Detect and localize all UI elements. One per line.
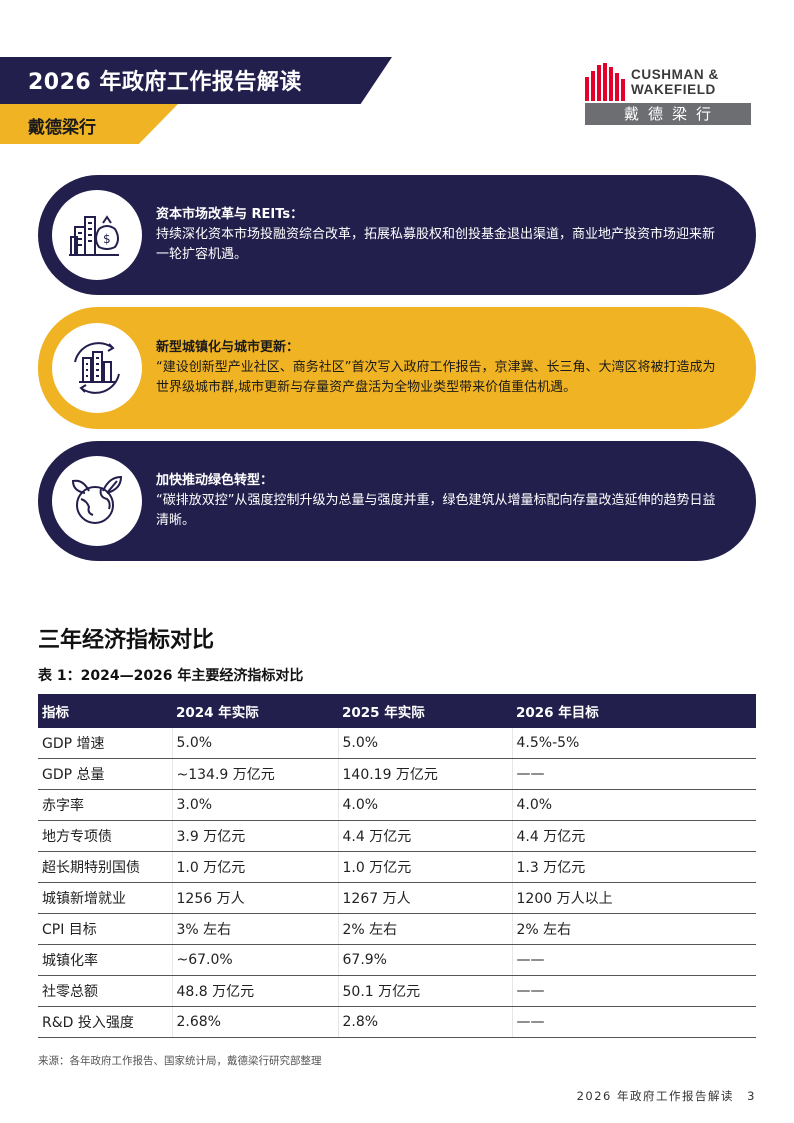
table-cell: 4.4 万亿元 xyxy=(337,820,512,852)
logo-bars-icon xyxy=(585,63,625,101)
table-cell: 4.0% xyxy=(337,789,512,821)
table-cell: 超长期特别国债 xyxy=(38,851,172,883)
card-text: 加快推动绿色转型： “碳排放双控”从强度控制升级为总量与强度并重，绿色建筑从增量… xyxy=(156,471,726,531)
table-row: 地方专项债 3.9 万亿元 4.4 万亿元 4.4 万亿元 xyxy=(38,820,756,852)
card-body: “建设创新型产业社区、商务社区”首次写入政府工作报告，京津冀、长三角、大湾区将被… xyxy=(156,360,716,395)
table-cell: 4.4 万亿元 xyxy=(511,820,756,852)
table-header-row: 指标 2024 年实际 2025 年实际 2026 年目标 xyxy=(38,694,756,728)
table-header-cell: 2025 年实际 xyxy=(338,694,512,728)
svg-text:$: $ xyxy=(103,232,111,246)
page-footer: 2026 年政府工作报告解读 3 xyxy=(577,1088,756,1104)
table-cell: 3.9 万亿元 xyxy=(171,820,338,852)
table-cell: 1.0 万亿元 xyxy=(337,851,512,883)
table-cell: 社零总额 xyxy=(38,975,172,1007)
table-cell: 1.3 万亿元 xyxy=(511,851,756,883)
table-header-cell: 指标 xyxy=(38,694,172,728)
table-cell: —— xyxy=(511,944,756,976)
table-cell: 140.19 万亿元 xyxy=(337,758,512,790)
table-cell: ~134.9 万亿元 xyxy=(171,758,338,790)
card-heading: 加快推动绿色转型： xyxy=(156,473,274,488)
table-cell: —— xyxy=(511,975,756,1007)
table-cell: 4.0% xyxy=(511,789,756,821)
table-row: CPI 目标 3% 左右 2% 左右 2% 左右 xyxy=(38,913,756,945)
table-row: 城镇化率 ~67.0% 67.9% —— xyxy=(38,944,756,976)
table-cell: 48.8 万亿元 xyxy=(171,975,338,1007)
table-cell: CPI 目标 xyxy=(38,913,172,945)
card-text: 新型城镇化与城市更新： “建设创新型产业社区、商务社区”首次写入政府工作报告，京… xyxy=(156,338,726,398)
table-caption: 表 1：2024—2026 年主要经济指标对比 xyxy=(38,668,304,684)
table-cell: GDP 总量 xyxy=(38,758,172,790)
green-globe-icon xyxy=(71,475,123,524)
table-cell: 50.1 万亿元 xyxy=(337,975,512,1007)
card-icon-circle xyxy=(52,323,142,413)
page-number: 3 xyxy=(747,1089,756,1103)
card-heading: 资本市场改革与 REITs： xyxy=(156,207,304,222)
card-green-transition: 加快推动绿色转型： “碳排放双控”从强度控制升级为总量与强度并重，绿色建筑从增量… xyxy=(38,441,756,561)
page-title: 2026 年政府工作报告解读 xyxy=(28,70,302,95)
card-body: 持续深化资本市场投融资综合改革，拓展私募股权和创投基金退出渠道，商业地产投资市场… xyxy=(156,227,716,262)
table-cell: 赤字率 xyxy=(38,789,172,821)
table-cell: 5.0% xyxy=(337,728,512,759)
table-cell: 4.5%-5% xyxy=(511,728,756,759)
economic-indicators-table: 指标 2024 年实际 2025 年实际 2026 年目标 GDP 增速 5.0%… xyxy=(38,694,756,1038)
header-banner xyxy=(0,57,392,104)
table-cell: 城镇新增就业 xyxy=(38,882,172,914)
table-cell: 3.0% xyxy=(171,789,338,821)
table-cell: 2% 左右 xyxy=(337,913,512,945)
table-cell: 5.0% xyxy=(171,728,338,759)
city-money-icon: $ xyxy=(69,215,119,256)
card-heading: 新型城镇化与城市更新： xyxy=(156,340,300,355)
table-cell: 1200 万人以上 xyxy=(511,882,756,914)
table-cell: —— xyxy=(511,1006,756,1038)
table-cell: 城镇化率 xyxy=(38,944,172,976)
table-cell: 2.8% xyxy=(337,1006,512,1038)
card-icon-circle: $ xyxy=(52,190,142,280)
source-note: 来源：各年政府工作报告、国家统计局，戴德梁行研究部整理 xyxy=(38,1055,322,1067)
table-cell: —— xyxy=(511,758,756,790)
table-cell: 1.0 万亿元 xyxy=(171,851,338,883)
table-row: 超长期特别国债 1.0 万亿元 1.0 万亿元 1.3 万亿元 xyxy=(38,851,756,883)
urban-renewal-icon xyxy=(74,342,120,394)
table-header-cell: 2026 年目标 xyxy=(512,694,756,728)
table-row: 城镇新增就业 1256 万人 1267 万人 1200 万人以上 xyxy=(38,882,756,914)
table-row: GDP 总量 ~134.9 万亿元 140.19 万亿元 —— xyxy=(38,758,756,790)
table-row: GDP 增速 5.0% 5.0% 4.5%-5% xyxy=(38,728,756,759)
table-row: R&D 投入强度 2.68% 2.8% —— xyxy=(38,1006,756,1038)
footer-title: 2026 年政府工作报告解读 xyxy=(576,1089,735,1103)
table-header-cell: 2024 年实际 xyxy=(172,694,338,728)
logo-wordmark: CUSHMAN & WAKEFIELD xyxy=(631,67,719,97)
table-cell: 2% 左右 xyxy=(511,913,756,945)
card-text: 资本市场改革与 REITs： 持续深化资本市场投融资综合改革，拓展私募股权和创投… xyxy=(156,205,726,265)
card-body: “碳排放双控”从强度控制升级为总量与强度并重，绿色建筑从增量标配向存量改造延伸的… xyxy=(156,493,716,528)
table-cell: 67.9% xyxy=(337,944,512,976)
table-row: 社零总额 48.8 万亿元 50.1 万亿元 —— xyxy=(38,975,756,1007)
section-title: 三年经济指标对比 xyxy=(38,628,215,653)
card-urbanization: 新型城镇化与城市更新： “建设创新型产业社区、商务社区”首次写入政府工作报告，京… xyxy=(38,307,756,429)
table-cell: GDP 增速 xyxy=(38,728,172,759)
table-row: 赤字率 3.0% 4.0% 4.0% xyxy=(38,789,756,821)
table-cell: 3% 左右 xyxy=(171,913,338,945)
page-subtitle: 戴德梁行 xyxy=(28,118,96,138)
card-icon-circle xyxy=(52,456,142,546)
table-cell: ~67.0% xyxy=(171,944,338,976)
table-cell: R&D 投入强度 xyxy=(38,1006,172,1038)
company-logo: CUSHMAN & WAKEFIELD 戴德梁行 xyxy=(585,63,755,125)
table-cell: 1256 万人 xyxy=(171,882,338,914)
logo-chinese: 戴德梁行 xyxy=(585,103,751,125)
table-cell: 地方专项债 xyxy=(38,820,172,852)
table-cell: 1267 万人 xyxy=(337,882,512,914)
card-capital-market: $ 资本市场改革与 REITs： 持续深化资本市场投融资综合改革，拓展私募股权和… xyxy=(38,175,756,295)
table-cell: 2.68% xyxy=(171,1006,338,1038)
